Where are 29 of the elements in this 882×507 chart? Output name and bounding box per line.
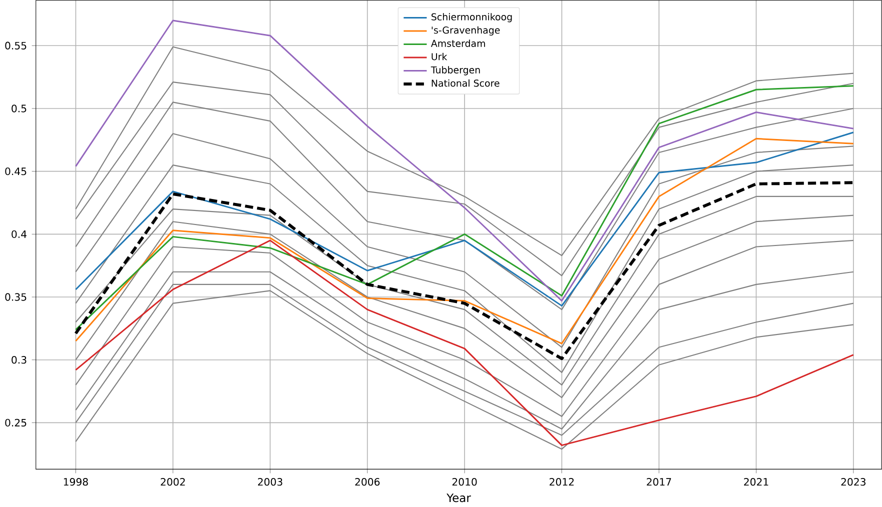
x-tick-label: 2006 bbox=[355, 478, 380, 486]
line-series bbox=[75, 46, 854, 256]
x-tick-label: 1998 bbox=[64, 478, 88, 486]
x-axis-title: Year bbox=[446, 494, 471, 502]
x-tick-label: 2017 bbox=[646, 478, 671, 486]
legend-label: National Score bbox=[432, 80, 500, 87]
y-tick-label: 0.3 bbox=[12, 356, 26, 364]
y-tick-label: 0.55 bbox=[5, 42, 26, 50]
line-series bbox=[75, 214, 854, 398]
y-tick-label: 0.35 bbox=[5, 293, 26, 302]
line-series bbox=[75, 132, 854, 307]
legend-label: 's-Gravenhage bbox=[432, 26, 500, 36]
x-tick-label: 2003 bbox=[258, 478, 282, 486]
line-series bbox=[75, 85, 854, 331]
legend-label: Tubbergen bbox=[430, 66, 480, 76]
line-series bbox=[75, 196, 854, 386]
x-tick-label: 2012 bbox=[550, 478, 574, 486]
x-tick-label: 2021 bbox=[744, 478, 768, 486]
legend-label: Urk bbox=[432, 53, 448, 60]
legend-label: Amsterdam bbox=[430, 40, 485, 48]
line-series bbox=[75, 102, 854, 310]
y-tick-label: 0.5 bbox=[12, 104, 26, 112]
x-tick-label: 2002 bbox=[160, 478, 185, 486]
y-tick-label: 0.4 bbox=[12, 230, 26, 238]
y-tick-label: 0.45 bbox=[5, 168, 26, 176]
legend-label: Schiermonnikoog bbox=[432, 13, 512, 22]
x-tick-label: 2023 bbox=[841, 478, 866, 486]
x-tick-label: 2010 bbox=[452, 478, 477, 486]
y-tick-label: 0.25 bbox=[5, 419, 26, 427]
